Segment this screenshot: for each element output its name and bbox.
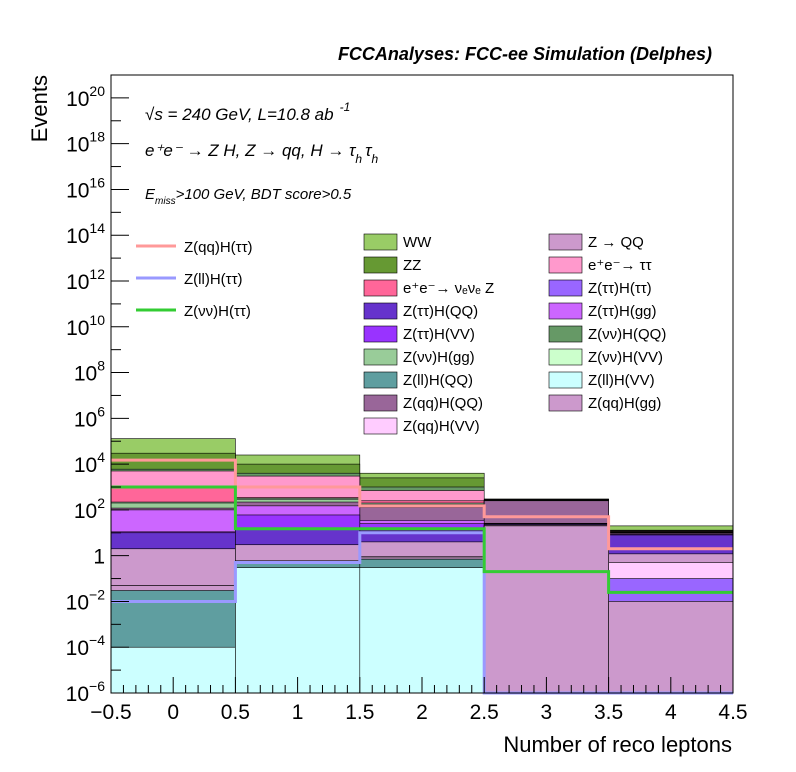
x-tick-label: 4 (665, 701, 677, 724)
y-tick-label: 1016 (66, 174, 105, 202)
line-z-qq-h (111, 458, 733, 551)
legend-label: WW (403, 234, 432, 251)
legend-swatch (548, 348, 583, 366)
legend-label: Z(νν)H(QQ) (588, 326, 666, 343)
chart-title: FCCAnalyses: FCC-ee Simulation (Delphes) (338, 44, 712, 64)
legend-swatch (548, 325, 583, 343)
legend-label: Z → QQ (588, 234, 644, 251)
legend-label: Z(qq)H(gg) (588, 395, 661, 412)
y-tick-label: 106 (74, 403, 105, 431)
legend-label: Z(νν)H(ττ) (184, 303, 251, 320)
x-tick-label: 0 (167, 701, 179, 724)
y-tick-label: 1018 (66, 129, 105, 157)
legend-label: Z(qq)H(QQ) (403, 395, 483, 412)
x-tick-label: 1.5 (345, 701, 374, 724)
legend-swatch (363, 348, 398, 366)
svg-text:√s = 240 GeV, L=10.8 ab-1: √s = 240 GeV, L=10.8 ab -1 (145, 100, 350, 124)
y-tick-label: 1012 (66, 266, 105, 294)
y-tick-label: 1020 (66, 83, 105, 111)
legend-swatch (363, 302, 398, 320)
legend-swatch (363, 233, 398, 251)
line-z-h (111, 485, 733, 594)
legend-label: Z(ll)H(VV) (588, 372, 655, 389)
bar-z-ll-h-vv-bin-1 (235, 567, 361, 694)
legend-swatch (548, 394, 583, 412)
legend-label: Z(qq)H(ττ) (184, 239, 253, 256)
legend-label: ZZ (403, 257, 421, 274)
x-tick-label: −0.5 (90, 701, 131, 724)
x-tick-label: 3.5 (594, 701, 623, 724)
y-tick-label: 1014 (66, 220, 105, 248)
y-tick-label: 10−6 (66, 678, 106, 706)
x-tick-label: 4.5 (718, 701, 747, 724)
axes: −0.5 0 0.5 1 1.5 2 2.5 3 3.5 4 4.5 10−6 10−4 10−2 1 102… (66, 74, 748, 724)
legend-label: Z(νν)H(VV) (588, 349, 663, 366)
legend-swatch (548, 371, 583, 389)
legend-swatch (548, 233, 583, 251)
x-tick-label: 0.5 (221, 701, 250, 724)
legend-swatch (363, 325, 398, 343)
x-axis-label: Number of reco leptons (503, 732, 732, 757)
legend-label: Z(ττ)H(ττ) (588, 280, 652, 297)
legend-label: Z(ll)H(QQ) (403, 372, 473, 389)
legend-label: Z(ττ)H(gg) (588, 303, 657, 320)
annotation-process: e⁺e⁻ → Z H, Z → qq, H → τh τh (145, 141, 378, 166)
legend-swatch (363, 417, 398, 435)
y-tick-label: 10−2 (66, 586, 106, 614)
x-tick-label: 3 (541, 701, 553, 724)
y-tick-label: 1010 (66, 312, 105, 340)
svg-text:Emiss>100 GeV, BDT score>0.5: Emiss>100 GeV, BDT score>0.5 (145, 186, 352, 207)
x-tick-label: 2.5 (470, 701, 499, 724)
legend-swatch (363, 371, 398, 389)
stacked-bars (110, 438, 734, 694)
x-tick-label: 1 (292, 701, 304, 724)
y-tick-label: 108 (74, 358, 105, 386)
legend: Z(qq)H(ττ) Z(ll)H(ττ) Z(νν)H(ττ) WW ZZ e⁺e⁻→ … (136, 233, 666, 435)
legend-label: e⁺e⁻→ ττ (588, 257, 652, 274)
x-tick-label: 2 (416, 701, 428, 724)
legend-label: Z(qq)H(VV) (403, 418, 480, 435)
y-tick-label: 102 (74, 495, 105, 523)
annotation-selection: Emiss>100 GeV, BDT score>0.5 (145, 186, 352, 207)
legend-swatch (363, 256, 398, 274)
legend-swatch (548, 256, 583, 274)
legend-label: Z(ττ)H(VV) (403, 326, 475, 343)
y-axis-label: Events (27, 75, 52, 142)
legend-swatch (363, 394, 398, 412)
bar-z-qq-bin-3 (483, 525, 609, 694)
legend-label: Z(ll)H(ττ) (184, 271, 243, 288)
bar-z-ll-h-vv-bin-2 (359, 567, 485, 694)
annotation-energy-lumi: √s = 240 GeV, L=10.8 ab -1 (145, 100, 350, 124)
legend-swatch (548, 302, 583, 320)
legend-swatch (363, 279, 398, 297)
legend-label: e⁺e⁻→ νₑνₑ Z (403, 280, 494, 297)
legend-label: Z(νν)H(gg) (403, 349, 475, 366)
legend-label: Z(ττ)H(QQ) (403, 303, 478, 320)
y-tick-label: 10−4 (66, 632, 106, 660)
y-tick-label: 1 (93, 546, 105, 569)
legend-swatch (548, 279, 583, 297)
y-tick-label: 104 (74, 449, 105, 477)
